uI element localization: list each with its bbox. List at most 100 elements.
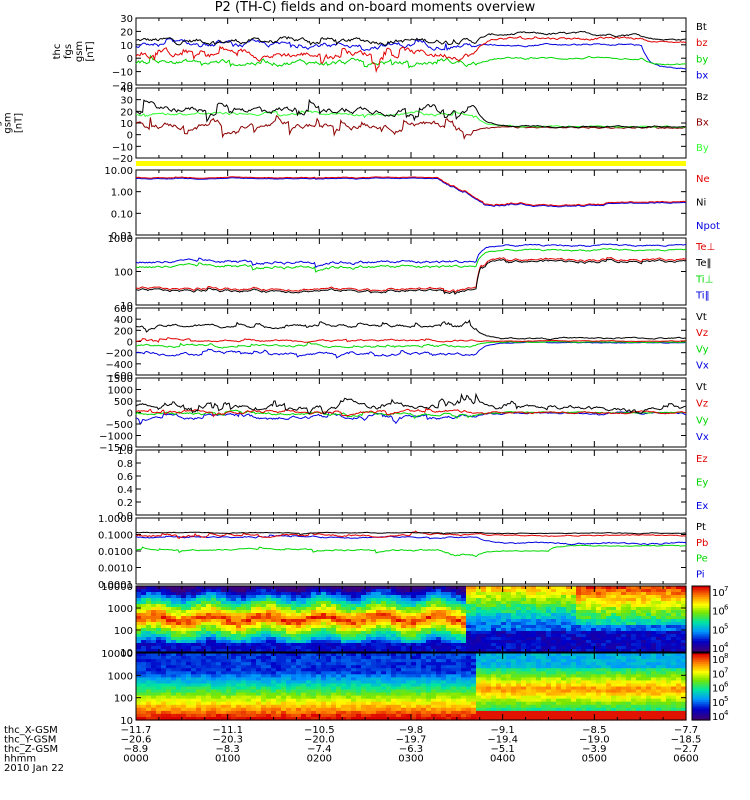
spectro-cell [576, 646, 582, 650]
spectro-cell [541, 659, 547, 663]
spectro-cell [396, 683, 402, 688]
spectro-cell [511, 677, 517, 681]
spectro-cell [236, 689, 242, 694]
spectro-cell [201, 631, 207, 635]
spectro-cell [366, 625, 372, 629]
spectro-cell [186, 656, 192, 660]
spectro-cell [176, 640, 182, 644]
spectro-cell [416, 668, 422, 672]
spectro-cell [386, 653, 392, 657]
spectro-cell [306, 656, 312, 660]
spectro-cell [156, 704, 162, 709]
spectro-cell [521, 649, 527, 653]
spectro-cell [171, 656, 177, 660]
spectro-cell [401, 656, 407, 660]
spectro-cell [446, 595, 452, 599]
spectro-cell [366, 662, 372, 666]
spectro-cell [261, 668, 267, 672]
spectro-cell [616, 610, 622, 614]
spectro-cell [151, 662, 157, 666]
spectro-cell [311, 701, 317, 706]
spectro-cell [231, 698, 237, 703]
spectro-cell [466, 625, 472, 629]
spectro-cell [581, 646, 587, 650]
spectro-cell [216, 649, 222, 653]
spectro-cell [416, 674, 422, 678]
spectro-cell [411, 619, 417, 623]
spectro-cell [216, 707, 222, 712]
spectro-cell [326, 707, 332, 712]
spectro-cell [481, 625, 487, 629]
spectro-cell [586, 607, 592, 611]
spectro-cell [326, 592, 332, 596]
spectro-cell [576, 674, 582, 678]
spectro-cell [641, 640, 647, 644]
spectro-cell [391, 595, 397, 599]
spectro-cell [201, 625, 207, 629]
spectro-cell [491, 701, 497, 706]
spectro-cell [481, 653, 487, 657]
spectro-cell [546, 689, 552, 694]
spectro-cell [306, 628, 312, 632]
ylabel-line: gsm [3, 112, 14, 133]
spectro-cell [421, 646, 427, 650]
spectro-cell [181, 713, 187, 718]
spectro-cell [506, 637, 512, 641]
spectro-cell [246, 613, 252, 617]
spectro-cell [426, 607, 432, 611]
spectro-cell [236, 586, 242, 590]
spectro-cell [186, 689, 192, 694]
spectro-cell [326, 643, 332, 647]
spectro-cell [266, 671, 272, 675]
spectro-cell [156, 692, 162, 697]
spectro-cell [531, 674, 537, 678]
spectro-cell [546, 598, 552, 602]
spectro-cell [631, 604, 637, 608]
spectro-cell [361, 692, 367, 697]
spectro-cell [381, 689, 387, 694]
spectro-cell [441, 649, 447, 653]
spectro-cell [186, 665, 192, 669]
spectro-cell [221, 607, 227, 611]
spectro-cell [341, 625, 347, 629]
spectro-cell [486, 701, 492, 706]
spectro-cell [556, 686, 562, 691]
ytick-label-density: 1.00 [111, 188, 133, 199]
spectro-cell [311, 713, 317, 718]
spectro-cell [516, 595, 522, 599]
spectro-cell [551, 689, 557, 694]
spectro-cell [331, 649, 337, 653]
spectro-cell [676, 595, 682, 599]
spectro-cell [516, 689, 522, 694]
spectro-cell [221, 653, 227, 657]
spectro-cell [516, 586, 522, 590]
spectro-cell [471, 598, 477, 602]
spectro-cell [651, 586, 657, 590]
spectro-cell [191, 701, 197, 706]
spectro-cell [396, 595, 402, 599]
spectro-cell [396, 598, 402, 602]
spectro-cell [661, 595, 667, 599]
spectro-cell [476, 698, 482, 703]
spectro-cell [676, 616, 682, 620]
spectro-cell [631, 592, 637, 596]
spectro-cell [596, 646, 602, 650]
spectro-cell [421, 710, 427, 715]
spectro-cell [236, 674, 242, 678]
ytick-label-peim_velocity: 600 [114, 304, 133, 315]
spectro-cell [316, 710, 322, 715]
spectro-cell [496, 717, 502, 721]
spectro-cell [366, 680, 372, 684]
spectro-cell [346, 637, 352, 641]
spectro-cell [246, 610, 252, 614]
spectro-cell [616, 607, 622, 611]
spectro-cell [156, 601, 162, 605]
spectro-cell [296, 692, 302, 697]
spectro-cell [521, 707, 527, 712]
spectro-cell [436, 717, 442, 721]
spectro-cell [466, 616, 472, 620]
spectro-cell [516, 631, 522, 635]
spectro-cell [521, 713, 527, 718]
spectro-cell [476, 628, 482, 632]
spectro-cell [421, 683, 427, 688]
